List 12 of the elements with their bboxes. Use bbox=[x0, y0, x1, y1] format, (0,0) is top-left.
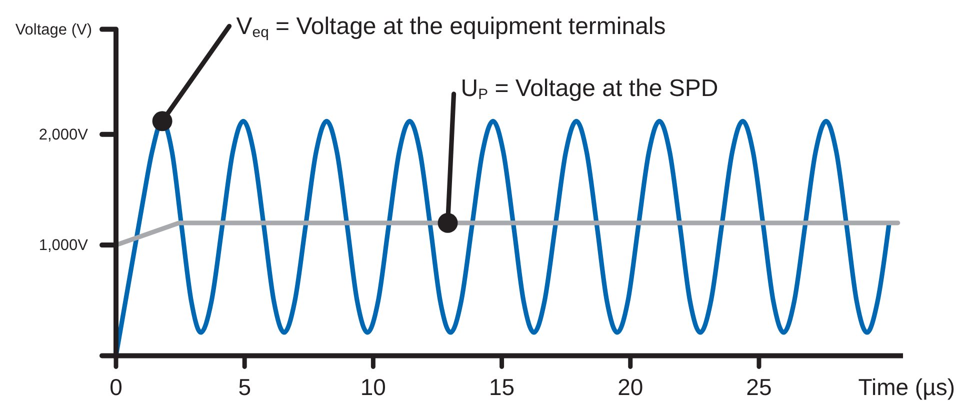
y-axis-title: Voltage (V) bbox=[15, 20, 92, 38]
x-tick-label: 15 bbox=[488, 374, 515, 400]
y-tick-label: 2,000V bbox=[38, 126, 89, 143]
x-tick-label: 0 bbox=[110, 374, 122, 400]
x-axis-title: Time (µs) bbox=[858, 374, 955, 400]
y-tick-label: 1,000V bbox=[38, 236, 89, 254]
x-tick-label: 10 bbox=[360, 374, 386, 400]
annotation: U$_{P}$ = Voltage at the SPD bbox=[460, 74, 718, 104]
x-tick-label: 25 bbox=[746, 374, 772, 400]
x-tick-label: 20 bbox=[618, 374, 644, 400]
x-tick-label: 5 bbox=[238, 374, 251, 400]
annotation: V$_{eq}$ = Voltage at the equipment terminals bbox=[236, 13, 666, 42]
